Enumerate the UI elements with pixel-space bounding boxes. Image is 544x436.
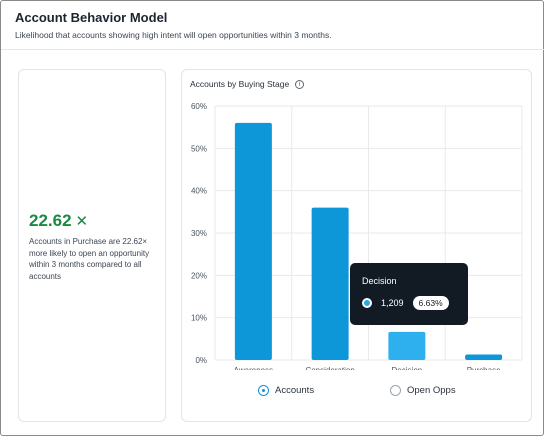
x-tick-label: Decision xyxy=(392,366,423,370)
tooltip-value: 1,209 xyxy=(381,298,404,308)
x-tick-label: Consideration xyxy=(305,366,354,370)
y-tick-label: 0% xyxy=(195,356,207,365)
bar-awareness xyxy=(234,122,272,360)
y-tick-label: 40% xyxy=(191,187,207,196)
widget-header: Account Behavior Model Likelihood that a… xyxy=(15,10,529,40)
stat-value: 22.62 ✕ xyxy=(29,211,88,231)
multiplier-x-icon: ✕ xyxy=(75,213,89,230)
bar-decision xyxy=(388,331,426,360)
page-subtitle: Likelihood that accounts showing high in… xyxy=(15,30,332,40)
tooltip-row: 1,209 6.63% xyxy=(362,296,449,310)
legend-item-accounts[interactable]: Accounts xyxy=(258,385,314,396)
y-tick-label: 30% xyxy=(191,229,207,238)
stat-number: 22.62 xyxy=(29,211,72,230)
x-tick-label: Purchase xyxy=(467,366,501,370)
legend-item-open-opps[interactable]: Open Opps xyxy=(390,385,456,396)
series-dot-icon xyxy=(362,298,372,308)
y-tick-label: 10% xyxy=(191,314,207,323)
y-tick-label: 50% xyxy=(191,144,207,153)
page-title: Account Behavior Model xyxy=(15,10,168,25)
legend-label-open-opps: Open Opps xyxy=(407,385,456,396)
radio-unselected-icon[interactable] xyxy=(390,385,401,396)
x-tick-label: Awareness xyxy=(234,366,273,370)
tooltip-percent-badge: 6.63% xyxy=(412,296,449,310)
chart-title-text: Accounts by Buying Stage xyxy=(190,79,290,89)
tooltip-title: Decision xyxy=(362,276,397,286)
y-tick-label: 20% xyxy=(191,271,207,280)
chart-card: Accounts by Buying Stage i 0% 10% 20% 30% 40… xyxy=(181,69,532,422)
y-tick-label: 60% xyxy=(191,102,207,111)
chart-tooltip: Decision 1,209 6.63% xyxy=(350,263,468,325)
bar-chart: 0% 10% 20% 30% 40% 50% 60% Awareness Considerati… xyxy=(191,102,523,370)
bar-purchase xyxy=(465,354,503,360)
legend-label-accounts: Accounts xyxy=(275,385,315,396)
info-icon[interactable]: i xyxy=(295,79,305,89)
radio-selected-icon[interactable] xyxy=(258,385,269,396)
stat-description: Accounts in Purchase are 22.62× more lik… xyxy=(29,237,150,281)
header-divider xyxy=(1,49,544,50)
stat-card: 22.62 ✕ Accounts in Purchase are 22.62× … xyxy=(18,69,166,422)
bar-consideration xyxy=(311,207,349,360)
chart-title: Accounts by Buying Stage i xyxy=(190,79,305,89)
